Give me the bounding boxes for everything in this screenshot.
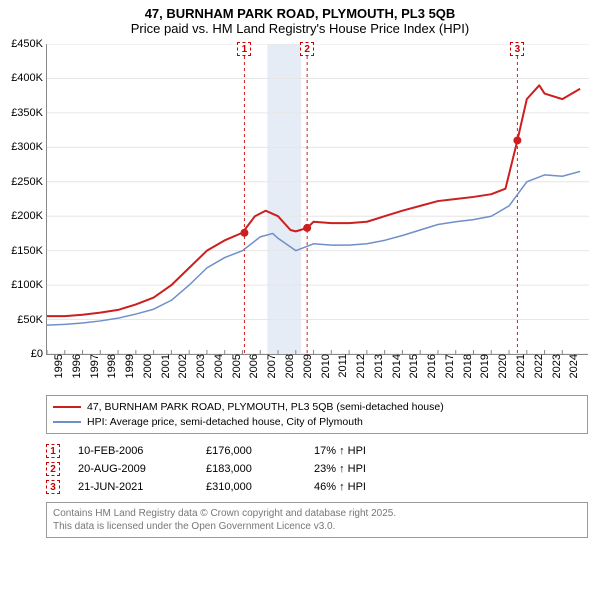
event-marker: 2 (300, 42, 314, 56)
sale-date: 10-FEB-2006 (78, 445, 198, 457)
x-tick-label: 2005 (229, 354, 243, 378)
attribution-line: Contains HM Land Registry data © Crown c… (53, 507, 581, 520)
x-tick-label: 1996 (69, 354, 83, 378)
sales-row: 2 20-AUG-2009 £183,000 23% ↑ HPI (46, 460, 588, 478)
chart-container: 47, BURNHAM PARK ROAD, PLYMOUTH, PL3 5QB… (0, 0, 600, 538)
sale-date: 21-JUN-2021 (78, 481, 198, 493)
y-tick-label: £250K (11, 176, 47, 188)
sales-table: 1 10-FEB-2006 £176,000 17% ↑ HPI 2 20-AUG-200… (46, 442, 588, 496)
legend: 47, BURNHAM PARK ROAD, PLYMOUTH, PL3 5QB… (46, 395, 588, 434)
attribution-line: This data is licensed under the Open Gov… (53, 520, 581, 533)
sale-price: £176,000 (206, 445, 306, 457)
x-tick-label: 1995 (51, 354, 65, 378)
y-tick-label: £300K (11, 141, 47, 153)
title-line-1: 47, BURNHAM PARK ROAD, PLYMOUTH, PL3 5QB (0, 6, 600, 21)
x-tick-label: 2003 (193, 354, 207, 378)
x-tick-label: 2018 (460, 354, 474, 378)
x-tick-label: 2006 (246, 354, 260, 378)
x-tick-label: 2010 (318, 354, 332, 378)
title-line-2: Price paid vs. HM Land Registry's House … (0, 21, 600, 36)
x-tick-label: 2020 (495, 354, 509, 378)
y-tick-label: £150K (11, 245, 47, 257)
attribution: Contains HM Land Registry data © Crown c… (46, 502, 588, 538)
sale-price: £310,000 (206, 481, 306, 493)
sale-delta: 17% ↑ HPI (314, 445, 414, 457)
chart-svg (47, 44, 589, 354)
x-tick-label: 1997 (87, 354, 101, 378)
x-tick-label: 2021 (513, 354, 527, 378)
sales-row: 1 10-FEB-2006 £176,000 17% ↑ HPI (46, 442, 588, 460)
x-tick-label: 2012 (353, 354, 367, 378)
x-tick-label: 2014 (389, 354, 403, 378)
x-tick-label: 2008 (282, 354, 296, 378)
sales-marker: 3 (46, 480, 60, 494)
x-tick-label: 2013 (371, 354, 385, 378)
x-tick-label: 1999 (122, 354, 136, 378)
x-tick-label: 2004 (211, 354, 225, 378)
legend-label: 47, BURNHAM PARK ROAD, PLYMOUTH, PL3 5QB… (87, 400, 444, 415)
sale-delta: 23% ↑ HPI (314, 463, 414, 475)
legend-label: HPI: Average price, semi-detached house,… (87, 415, 363, 430)
sale-date: 20-AUG-2009 (78, 463, 198, 475)
plot-area: £0£50K£100K£150K£200K£250K£300K£350K£400… (46, 44, 588, 355)
y-tick-label: £50K (17, 314, 47, 326)
x-tick-label: 2011 (335, 354, 349, 378)
legend-swatch (53, 406, 81, 408)
event-marker: 3 (510, 42, 524, 56)
legend-item: 47, BURNHAM PARK ROAD, PLYMOUTH, PL3 5QB… (53, 400, 581, 415)
sales-marker: 2 (46, 462, 60, 476)
x-tick-label: 2001 (158, 354, 172, 378)
x-tick-label: 2017 (442, 354, 456, 378)
legend-item: HPI: Average price, semi-detached house,… (53, 415, 581, 430)
y-tick-label: £450K (11, 38, 47, 50)
x-tick-label: 2000 (140, 354, 154, 378)
x-tick-label: 1998 (104, 354, 118, 378)
x-tick-label: 2002 (175, 354, 189, 378)
y-tick-label: £400K (11, 72, 47, 84)
x-tick-label: 2024 (566, 354, 580, 378)
legend-swatch (53, 421, 81, 423)
x-tick-label: 2019 (477, 354, 491, 378)
x-tick-label: 2022 (531, 354, 545, 378)
y-tick-label: £100K (11, 279, 47, 291)
x-tick-label: 2016 (424, 354, 438, 378)
event-marker: 1 (237, 42, 251, 56)
sale-price: £183,000 (206, 463, 306, 475)
x-tick-label: 2007 (264, 354, 278, 378)
x-tick-label: 2023 (549, 354, 563, 378)
x-tick-label: 2009 (300, 354, 314, 378)
x-tick-label: 2015 (406, 354, 420, 378)
sale-delta: 46% ↑ HPI (314, 481, 414, 493)
sales-marker: 1 (46, 444, 60, 458)
y-tick-label: £350K (11, 107, 47, 119)
y-tick-label: £200K (11, 210, 47, 222)
sales-row: 3 21-JUN-2021 £310,000 46% ↑ HPI (46, 478, 588, 496)
chart-titles: 47, BURNHAM PARK ROAD, PLYMOUTH, PL3 5QB… (0, 0, 600, 36)
y-tick-label: £0 (31, 348, 47, 360)
